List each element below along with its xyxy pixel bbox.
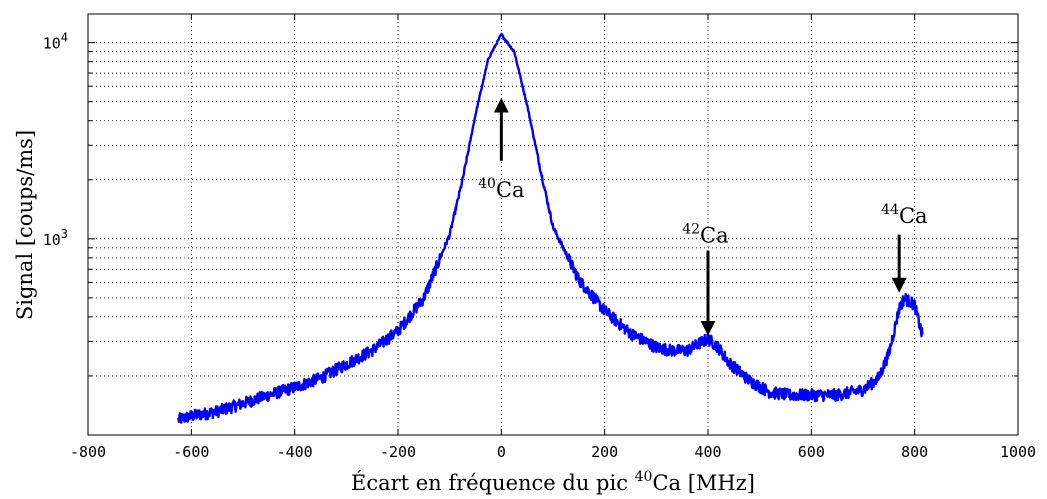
series-layer — [177, 32, 924, 424]
annotation-label: 40Ca — [478, 176, 524, 202]
annotation-label: 44Ca — [881, 202, 927, 228]
annotation-label: 42Ca — [682, 222, 728, 248]
x-tick-label: 1000 — [1000, 443, 1036, 461]
x-tick-label: 0 — [497, 443, 506, 461]
x-tick-label: 600 — [798, 443, 825, 461]
x-tick-label: -200 — [380, 443, 416, 461]
y-axis-title: Signal [coups/ms] — [13, 130, 37, 320]
y-tick-label: 103 — [43, 227, 68, 249]
x-tick-label: 200 — [591, 443, 618, 461]
x-axis-title-sup: 40 — [635, 469, 653, 485]
grid-lines — [88, 14, 1018, 435]
x-axis-title-suffix: Ca [MHz] — [652, 471, 755, 495]
x-tick-label: -400 — [277, 443, 313, 461]
x-tick-label: -600 — [173, 443, 209, 461]
x-tick-label: -800 — [70, 443, 106, 461]
x-tick-label: 400 — [694, 443, 721, 461]
x-axis-title-prefix: Écart en fréquence du pic — [351, 471, 635, 495]
axis-ticks: -800 -600 -400 -200 0 200 400 600 800 1000 103 104 — [43, 14, 1036, 461]
x-tick-label: 800 — [901, 443, 928, 461]
annotations: 40Ca 42Ca 44Ca — [478, 97, 928, 336]
plot-frame — [87, 13, 1019, 436]
y-tick-label: 104 — [43, 31, 68, 53]
x-axis-title: Écart en fréquence du pic 40Ca [MHz] — [351, 469, 755, 495]
series-line — [177, 32, 924, 424]
